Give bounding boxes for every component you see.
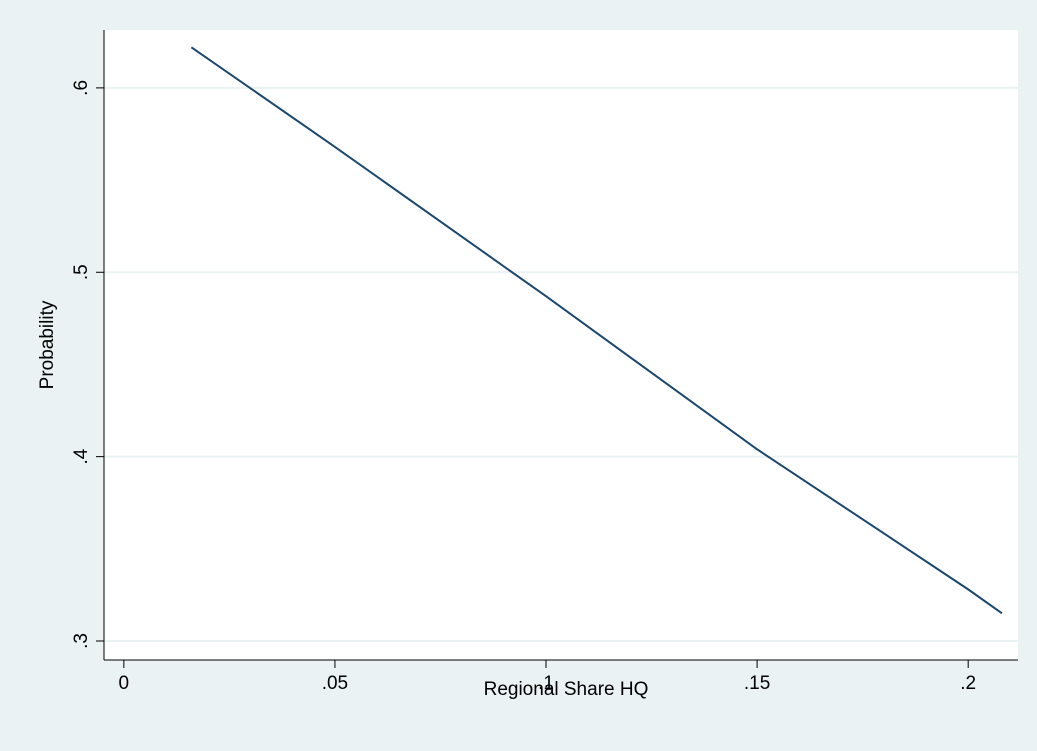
x-tick-label: .2 [960, 673, 976, 694]
x-tick-label: .15 [744, 673, 770, 694]
y-axis-title: Probability [37, 300, 58, 389]
plot-area [104, 30, 1018, 660]
y-tick-label: .6 [71, 80, 92, 96]
line-series [190, 46, 1003, 615]
x-tick-label: 0 [119, 673, 130, 694]
y-tick-label: .3 [71, 633, 92, 649]
y-tick-label: .4 [71, 448, 92, 464]
x-tick-label: .05 [322, 673, 348, 694]
y-tick-label: .5 [71, 264, 92, 280]
x-axis-title: Regional Share HQ [484, 679, 649, 700]
x-tick-label: .1 [538, 673, 554, 694]
